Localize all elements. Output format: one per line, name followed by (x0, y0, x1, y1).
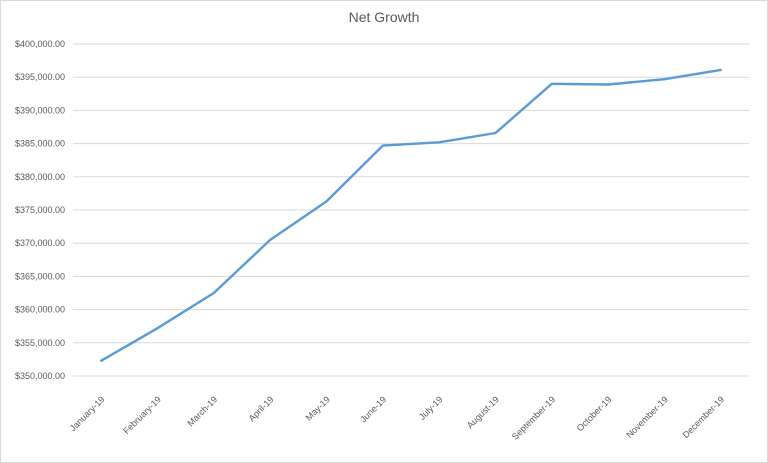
x-tick-label: March-19 (185, 394, 219, 428)
x-axis-ticks: January-19 February-19 March-19 April-19 May… (68, 394, 727, 441)
series-line (99, 68, 722, 362)
series-layer (99, 68, 722, 362)
y-tick-label: $400,000.00 (15, 39, 65, 49)
y-tick-label: $365,000.00 (15, 271, 65, 281)
x-tick-label: November-19 (624, 394, 670, 440)
x-tick-label: July-19 (417, 394, 445, 422)
chart-title: Net Growth (349, 9, 420, 25)
x-tick-label: April-19 (247, 394, 276, 423)
x-tick-label: May-19 (304, 394, 332, 422)
y-axis-ticks: $350,000.00 $355,000.00 $360,000.00 $365,00… (15, 39, 65, 381)
y-tick-label: $395,000.00 (15, 72, 65, 82)
y-tick-label: $370,000.00 (15, 238, 65, 248)
x-tick-label: February-19 (121, 394, 163, 436)
x-tick-label: September-19 (510, 394, 557, 441)
x-tick-label: December-19 (681, 394, 727, 440)
y-tick-label: $380,000.00 (15, 172, 65, 182)
x-tick-label: January-19 (68, 394, 107, 433)
x-tick-label: June-19 (358, 394, 388, 424)
x-tick-label: August-19 (465, 394, 501, 430)
x-tick-label: October-19 (575, 394, 614, 433)
y-tick-label: $355,000.00 (15, 338, 65, 348)
y-tick-label: $385,000.00 (15, 139, 65, 149)
y-tick-label: $350,000.00 (15, 371, 65, 381)
y-tick-label: $375,000.00 (15, 205, 65, 215)
y-tick-label: $390,000.00 (15, 105, 65, 115)
gridlines (73, 43, 749, 377)
y-tick-label: $360,000.00 (15, 305, 65, 315)
